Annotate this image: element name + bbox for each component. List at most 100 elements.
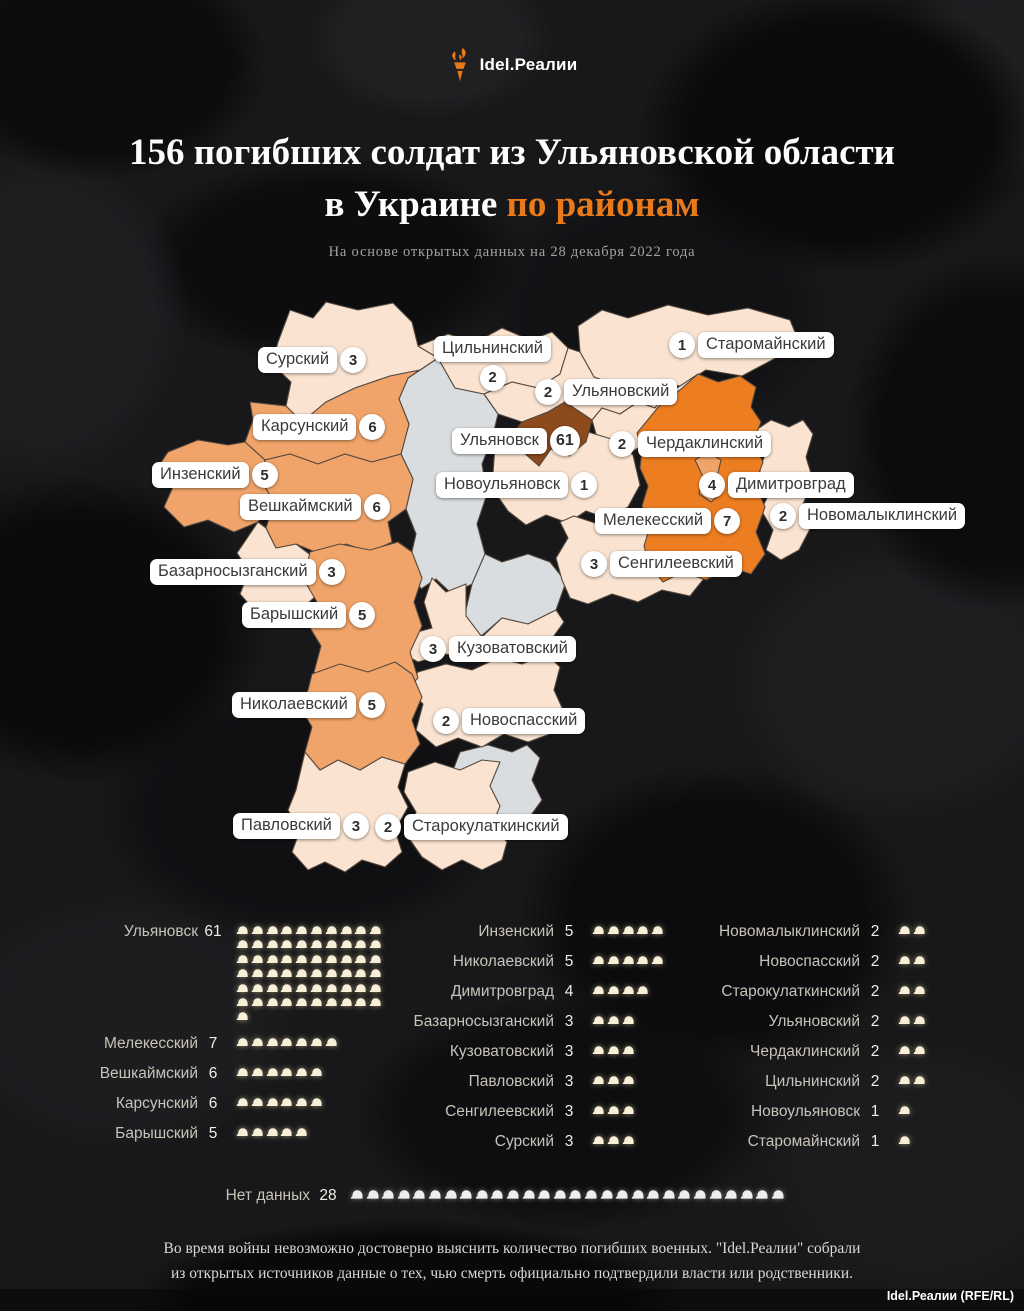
district-count-badge: 4	[699, 472, 725, 498]
helmet-pictogram-row	[236, 1124, 388, 1137]
map-label-nikolaevskiy: Николаевский 5	[232, 692, 388, 718]
legend-district-name: Димитровград	[451, 983, 554, 1000]
legend-district-count: 3	[564, 1073, 574, 1090]
helmet-icon	[281, 983, 293, 992]
helmet-pictogram-row	[236, 1034, 388, 1047]
district-count-badge: 1	[669, 332, 695, 358]
helmet-icon	[553, 1190, 566, 1199]
map-label-veshkaymskiy: Вешкаймский 6	[240, 494, 393, 520]
legend-district-count: 5	[564, 953, 574, 970]
legend-district-count: 2	[870, 953, 880, 970]
helmet-icon	[592, 1016, 604, 1024]
legend-district-name: Инзенский	[478, 923, 554, 940]
bottom-strip	[0, 1289, 1024, 1311]
helmet-icon	[266, 983, 278, 992]
district-count-badge: 6	[359, 414, 386, 440]
helmet-icon	[369, 940, 381, 949]
helmet-icon	[622, 1136, 634, 1144]
helmet-icon	[251, 1128, 263, 1137]
legend-column-3: Новомалыклинский 2 Новоспасский 2 Старокулат…	[700, 922, 926, 1162]
helmet-icon	[236, 1068, 248, 1077]
helmet-icon	[251, 1038, 263, 1047]
legend-row: Вешкаймский 6	[90, 1064, 388, 1083]
helmet-icon	[569, 1190, 581, 1199]
helmet-icon	[709, 1190, 722, 1199]
helmet-icon	[622, 1106, 634, 1114]
helmet-icon	[281, 940, 293, 949]
helmet-icon	[771, 1190, 784, 1199]
helmet-icon	[295, 969, 307, 978]
helmet-icon	[236, 954, 248, 963]
helmet-icon	[381, 1190, 394, 1199]
district-label: Базарносызганский	[150, 559, 316, 585]
helmet-pictogram-row	[592, 1042, 635, 1055]
legend-row: Кузоватовский 3	[404, 1042, 664, 1061]
helmet-icon	[281, 1038, 293, 1047]
helmet-icon	[369, 998, 381, 1006]
map-label-ulyanovskiy: 2 Ульяновский	[532, 379, 678, 405]
legend-row: Инзенский 5	[404, 922, 664, 941]
legend-row: Новомалыклинский 2	[700, 922, 926, 941]
helmet-icon	[251, 940, 263, 949]
helmet-icon	[592, 956, 604, 964]
district-count-badge: 5	[349, 602, 376, 628]
helmet-icon	[355, 983, 367, 992]
district-count-badge: 2	[479, 364, 506, 391]
legend-district-name: Николаевский	[452, 953, 554, 970]
legend-district-count: 2	[870, 1073, 880, 1090]
helmet-icon	[295, 1038, 307, 1047]
legend-row: Новоульяновск 1	[700, 1102, 926, 1121]
legend-district-name: Ульяновск	[123, 923, 198, 940]
helmet-icon	[369, 954, 381, 963]
helmet-pictogram-row	[898, 922, 926, 935]
helmet-icon	[607, 956, 619, 964]
helmet-icon	[366, 1190, 379, 1199]
footer-line2: из открытых источников данные о тех, чью…	[171, 1265, 853, 1282]
map-label-novospasskiy: 2 Новоспасский	[430, 708, 586, 734]
legend-row: Барышский 5	[90, 1124, 388, 1143]
helmet-icon	[913, 1046, 925, 1054]
helmet-icon	[631, 1190, 644, 1199]
legend-district-count: 2	[870, 1013, 880, 1030]
helmet-icon	[295, 1068, 307, 1077]
helmet-icon	[340, 998, 352, 1006]
district-label: Карсунский	[253, 414, 357, 440]
map-label-novoulyanovsk: Новоульяновск 1	[436, 472, 600, 498]
map-label-surskiy: Сурский 3	[258, 347, 369, 373]
helmet-icon	[622, 986, 634, 994]
legend-district-name: Кузоватовский	[449, 1043, 554, 1060]
legend-row: Николаевский 5	[404, 952, 664, 971]
helmet-icon	[355, 940, 367, 949]
district-count-badge: 6	[363, 494, 390, 520]
district-label: Ульяновск	[452, 428, 547, 454]
credit-label: Idel.Реалии (RFE/RL)	[886, 1289, 1014, 1303]
legend-district-count: 3	[564, 1133, 574, 1150]
district-label: Мелекесский	[595, 508, 712, 534]
helmet-icon	[340, 926, 352, 934]
map-label-tsilninskiy: Цильнинский 2	[434, 336, 551, 391]
helmet-icon	[898, 956, 910, 964]
helmet-pictogram-row	[236, 922, 388, 1021]
district-label: Павловский	[233, 813, 340, 839]
legend-row: Ульяновск 61	[90, 922, 388, 1021]
helmet-icon	[397, 1190, 410, 1199]
legend-district-name: Новоспасский	[759, 953, 860, 970]
helmet-icon	[310, 1068, 322, 1077]
helmet-icon	[607, 1136, 619, 1144]
helmet-icon	[622, 1016, 634, 1024]
district-label: Цильнинский	[434, 336, 551, 362]
helmet-icon	[898, 1136, 910, 1144]
helmet-icon	[607, 986, 619, 994]
helmet-icon	[637, 956, 649, 964]
helmet-icon	[281, 1098, 293, 1107]
map-label-pavlovskiy: Павловский 3	[233, 813, 372, 839]
helmet-icon	[266, 1068, 278, 1077]
helmet-icon	[295, 998, 307, 1006]
helmet-icon	[369, 926, 381, 934]
helmet-icon	[913, 1076, 925, 1084]
helmet-pictogram-row	[898, 1042, 926, 1055]
legend-district-name: Новоульяновск	[750, 1103, 860, 1120]
map-label-sengileevskiy: 3 Сенгилеевский	[578, 551, 742, 577]
helmet-icon	[413, 1190, 425, 1199]
legend-row: Димитровград 4	[404, 982, 664, 1001]
